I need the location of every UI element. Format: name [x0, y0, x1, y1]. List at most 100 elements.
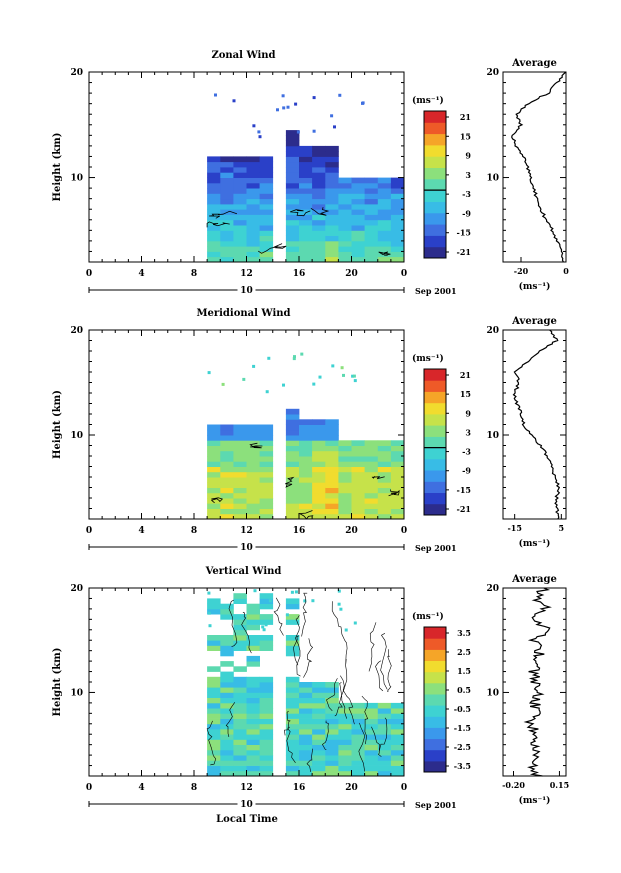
colorbar-label: -0.5: [454, 704, 471, 714]
heatmap-cell: [377, 760, 392, 766]
heatmap-cell: [285, 251, 300, 258]
profile-x-label: -15: [507, 523, 521, 533]
heatmap-cell: [207, 723, 221, 730]
heatmap-cell: [233, 471, 247, 478]
heatmap-cell: [377, 188, 392, 194]
heatmap-cell: [325, 492, 339, 499]
heatmap-cell: [285, 723, 300, 730]
heatmap-cell: [390, 182, 405, 189]
x-tick-label: 20: [345, 269, 358, 279]
colorbar-swatch: [424, 201, 446, 214]
heatmap-cell: [220, 708, 234, 714]
heatmap-cell: [312, 167, 326, 173]
heatmap-cell: [246, 661, 260, 667]
heatmap-cell: [285, 697, 300, 704]
heatmap-cell: [259, 230, 274, 236]
heatmap-cell: [325, 429, 339, 436]
heatmap-cell: [299, 692, 313, 698]
heatmap-cell: [312, 718, 326, 725]
heatmap-cell: [246, 624, 260, 631]
heatmap-cell: [351, 702, 365, 709]
colorbar: 21 15 9 3 -3 -9 -15 -21 (ms⁻¹): [412, 353, 471, 516]
heatmap-speck: [351, 374, 355, 378]
profile-unit: (ms⁻¹): [519, 281, 551, 292]
contour-line: [326, 678, 338, 712]
heatmap-cell: [259, 645, 274, 651]
heatmap-cell: [259, 482, 274, 488]
heatmap-cell: [299, 466, 313, 473]
heatmap-cell: [377, 713, 392, 719]
heatmap-cell: [390, 240, 405, 247]
heatmap-cell: [325, 461, 339, 467]
average-profile: 20 10 Average -0.20 0.15 (ms⁻¹): [486, 574, 569, 806]
heatmap-cell: [299, 151, 313, 157]
heatmap-cell: [299, 235, 313, 242]
heatmap-cell: [207, 492, 221, 499]
heatmap-cell: [259, 235, 274, 242]
heatmap-cell: [259, 508, 274, 515]
heatmap-cell: [207, 466, 221, 473]
heatmap-cell: [338, 498, 352, 504]
heatmap-cell: [246, 219, 260, 226]
average-profile: 20 10 Average -15 5 (ms⁻¹): [486, 316, 567, 549]
heatmap-cell: [312, 739, 326, 745]
heatmap-cell: [285, 508, 300, 515]
heatmap-cell: [285, 718, 300, 725]
heatmap-cell: [220, 230, 234, 236]
colorbar-swatch: [424, 369, 446, 381]
heatmap-cell: [207, 487, 221, 494]
heatmap-cell: [390, 760, 405, 766]
heatmap-cell: [233, 445, 247, 452]
heatmap-cell: [325, 770, 339, 777]
colorbar-swatch: [424, 470, 446, 482]
heatmap-cell: [299, 749, 313, 756]
heatmap-cell: [233, 482, 247, 488]
heatmap-cell: [364, 182, 379, 189]
contour-line: [249, 442, 263, 449]
heatmap-cell: [207, 770, 221, 777]
heatmap-cell: [220, 435, 234, 441]
heatmap-cell: [312, 461, 326, 467]
heatmap-cell: [233, 718, 247, 725]
heatmap-cell: [338, 203, 352, 210]
heatmap-cell: [220, 687, 234, 693]
heatmap-cell: [285, 734, 300, 740]
heatmap-cell: [207, 702, 221, 709]
colorbar-swatch: [424, 402, 446, 415]
heatmap-cell: [338, 487, 352, 494]
heatmap-cell: [299, 145, 313, 152]
heatmap-cell: [299, 702, 313, 709]
heatmap-speck: [282, 383, 285, 387]
heatmap-cell: [299, 739, 313, 745]
heatmap-cell: [351, 508, 365, 515]
x-tick-label: 0: [401, 269, 407, 279]
heatmap-cell: [312, 182, 326, 189]
heatmap-cell: [246, 749, 260, 756]
heatmap-cell: [220, 729, 234, 735]
heatmap-cell: [377, 203, 392, 210]
heatmap-cell: [351, 498, 365, 504]
heatmap-cell: [259, 177, 274, 184]
heatmap-cell: [312, 161, 326, 168]
heatmap-cell: [325, 734, 339, 740]
heatmap-cell: [233, 755, 247, 761]
heatmap-cell: [312, 450, 326, 457]
heatmap-cell: [233, 172, 247, 178]
contour-line: [284, 710, 291, 736]
heatmap-cell: [364, 235, 379, 242]
profile-frame: [502, 329, 567, 520]
heatmap-cell: [285, 513, 300, 520]
colorbar-unit: (ms⁻¹): [412, 353, 444, 364]
heatmap-cell: [259, 697, 274, 704]
heatmap-cell: [259, 429, 274, 436]
heatmap-cell: [351, 445, 365, 452]
heatmap-cell: [207, 161, 221, 168]
heatmap-cell: [233, 429, 247, 436]
heatmap-cell: [220, 235, 234, 242]
heatmap-cell: [312, 251, 326, 258]
heatmap-cell: [377, 702, 392, 709]
heatmap-cell: [233, 156, 247, 163]
heatmap-cell: [246, 435, 260, 441]
heatmap-cell: [312, 708, 326, 714]
heatmap-cell: [259, 640, 274, 646]
